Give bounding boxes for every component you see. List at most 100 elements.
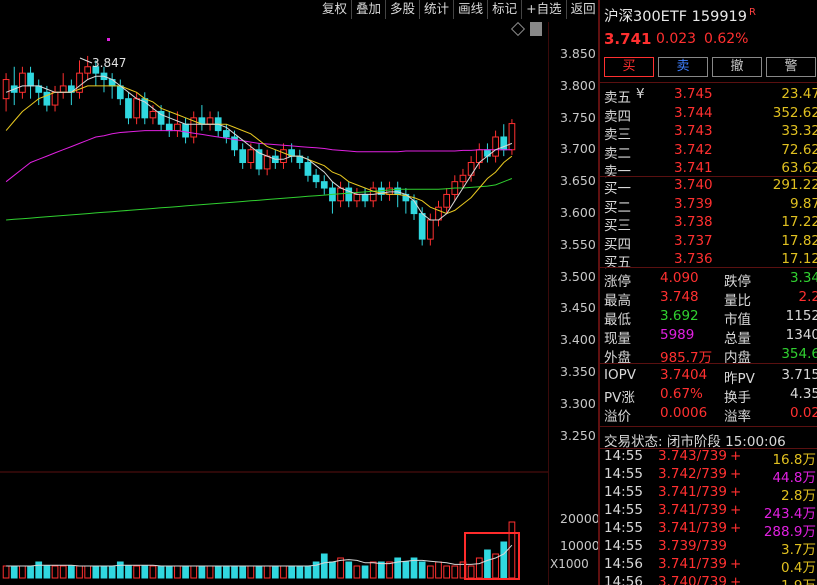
candle-body — [51, 91, 59, 106]
candle-body — [125, 98, 132, 119]
candle-body — [410, 200, 418, 215]
cancel-order-button[interactable]: 撤 — [712, 57, 762, 77]
tick-row[interactable]: 14:55 3.742/739 +44.8万 — [604, 466, 817, 486]
candle-body — [418, 213, 426, 240]
ask-label: 卖四 — [604, 108, 631, 125]
price-axis-label: 3.450 — [560, 300, 596, 316]
stat-label: 外盘 — [604, 350, 631, 366]
scroll-handle[interactable] — [530, 22, 542, 36]
ask-label: 卖二 — [604, 145, 631, 162]
tick-volume: 243.4万 — [763, 506, 816, 522]
candle-body — [84, 66, 92, 74]
ask-price: 3.743 — [674, 123, 713, 140]
max-marker-arrow — [79, 57, 93, 64]
toolbar-overlay-button[interactable]: 叠加 — [351, 0, 385, 19]
volume-bar — [19, 565, 26, 579]
volume-bar — [271, 565, 279, 579]
ask-price: 3.744 — [674, 104, 713, 121]
volume-bar — [149, 565, 157, 579]
price-axis-label: 3.800 — [560, 77, 596, 93]
tick-row[interactable]: 14:55 3.739/739 3.7万 — [604, 538, 817, 558]
tick-price: 3.741/739 — [658, 502, 727, 518]
volume-bar — [296, 565, 304, 579]
toolbar-multi-stock-button[interactable]: 多股 — [385, 0, 419, 19]
toolbar-draw-button[interactable]: 画线 — [453, 0, 487, 19]
volume-bar — [369, 561, 377, 579]
volume-bar — [247, 565, 255, 579]
stat-row: 最高 3.748 量比 2.2 — [604, 289, 817, 309]
ask-row[interactable]: 卖二 3.742 72.62 — [604, 142, 817, 162]
max-price-label: 3.847 — [92, 56, 127, 70]
candle-body — [443, 193, 451, 208]
volume-ma-line — [6, 544, 513, 567]
price-axis-label: 3.750 — [560, 109, 596, 125]
bid-label: 买五 — [604, 255, 631, 272]
bid-row[interactable]: 买四 3.737 17.82 — [604, 233, 817, 253]
stat-value: 3.34 — [789, 270, 817, 286]
kline-chart-area[interactable]: 复权 叠加 多股 统计 画线 标记 +自选 返回 3.847 3.850 3.80… — [0, 0, 600, 585]
price-axis-label: 3.550 — [560, 236, 596, 252]
candle-body — [353, 193, 361, 202]
stat-value: 3.692 — [660, 308, 699, 324]
candle-body — [76, 72, 83, 93]
volume-bar — [263, 565, 271, 579]
candle-body — [484, 149, 491, 157]
ask-row[interactable]: 卖一 3.741 63.62 — [604, 160, 817, 180]
tick-volume: 1.9万 — [781, 574, 816, 585]
quote-panel: 沪深300ETF 159919 R 3.741 0.023 0.62% 买 卖 撤… — [600, 0, 817, 585]
separator — [600, 363, 817, 364]
toolbar-back-button[interactable]: 返回 — [565, 0, 600, 19]
candle-body — [263, 155, 271, 170]
alert-button[interactable]: 警 — [766, 57, 816, 77]
volume-bar — [35, 561, 43, 579]
stat-value: 1340 — [785, 327, 817, 343]
tick-price: 3.742/739 — [658, 466, 727, 482]
candle-body — [92, 66, 100, 74]
volume-bar — [198, 565, 206, 579]
ask-row[interactable]: 卖三 3.743 33.32 — [604, 123, 817, 143]
stat-label: 换手 — [724, 390, 751, 406]
bid-price: 3.736 — [674, 251, 713, 268]
stat-label: 涨停 — [604, 274, 631, 290]
candle-body — [2, 79, 10, 100]
buy-button[interactable]: 买 — [604, 57, 654, 77]
bid-row[interactable]: 买一 3.740 291.22 — [604, 177, 817, 197]
volume-bar — [255, 565, 263, 579]
stat-row: 最低 3.692 市值 1152 — [604, 308, 817, 328]
tick-row[interactable]: 14:55 3.743/739 +16.8万 — [604, 448, 817, 468]
volume-highlight-box — [464, 532, 520, 580]
candle-body — [27, 72, 34, 87]
bid-volume: 17.22 — [781, 214, 817, 231]
stat-value: 4.35 — [789, 386, 817, 402]
stat-row: 现量 5989 总量 1340 — [604, 327, 817, 347]
toolbar-fuquan-button[interactable]: 复权 — [322, 1, 348, 16]
tick-row[interactable]: 14:56 3.741/739 +0.4万 — [604, 556, 817, 576]
tick-row[interactable]: 14:55 3.741/739 +2.8万 — [604, 484, 817, 504]
tick-price: 3.741/739 — [658, 484, 727, 500]
bid-row[interactable]: 买二 3.739 9.87 — [604, 196, 817, 216]
tick-time: 14:55 — [604, 520, 643, 536]
stat-value: 2.2 — [798, 289, 817, 305]
ma5-line — [5, 75, 513, 221]
sell-button[interactable]: 卖 — [658, 57, 708, 77]
volume-bar — [451, 565, 459, 579]
tick-volume: 3.7万 — [781, 542, 816, 558]
volume-axis-label-high: 20000 — [560, 511, 600, 526]
tick-row[interactable]: 14:55 3.741/739 +243.4万 — [604, 502, 817, 522]
tick-volume: 16.8万 — [772, 452, 816, 468]
kline-chart[interactable] — [0, 0, 600, 585]
toolbar-add-watchlist-button[interactable]: +自选 — [521, 0, 565, 19]
tick-row[interactable]: 14:56 3.740/739+1.9万 — [604, 574, 817, 585]
bid-row[interactable]: 买三 3.738 17.22 — [604, 214, 817, 235]
toolbar-stats-button[interactable]: 统计 — [419, 0, 453, 19]
candle-body — [255, 149, 263, 170]
tick-row[interactable]: 14:55 3.741/739 +288.9万 — [604, 520, 817, 540]
ask-row[interactable]: 卖四 3.744 352.62 — [604, 104, 817, 125]
bid-label: 买三 — [604, 218, 631, 235]
volume-bar — [353, 565, 361, 579]
toolbar-mark-button[interactable]: 标记 — [487, 0, 521, 19]
candle-body — [312, 174, 320, 183]
stat-label: 跌停 — [724, 274, 751, 290]
ask-row[interactable]: 卖五 ¥3.745 23.47 — [604, 86, 817, 106]
tick-price: 3.743/739 — [658, 448, 727, 464]
